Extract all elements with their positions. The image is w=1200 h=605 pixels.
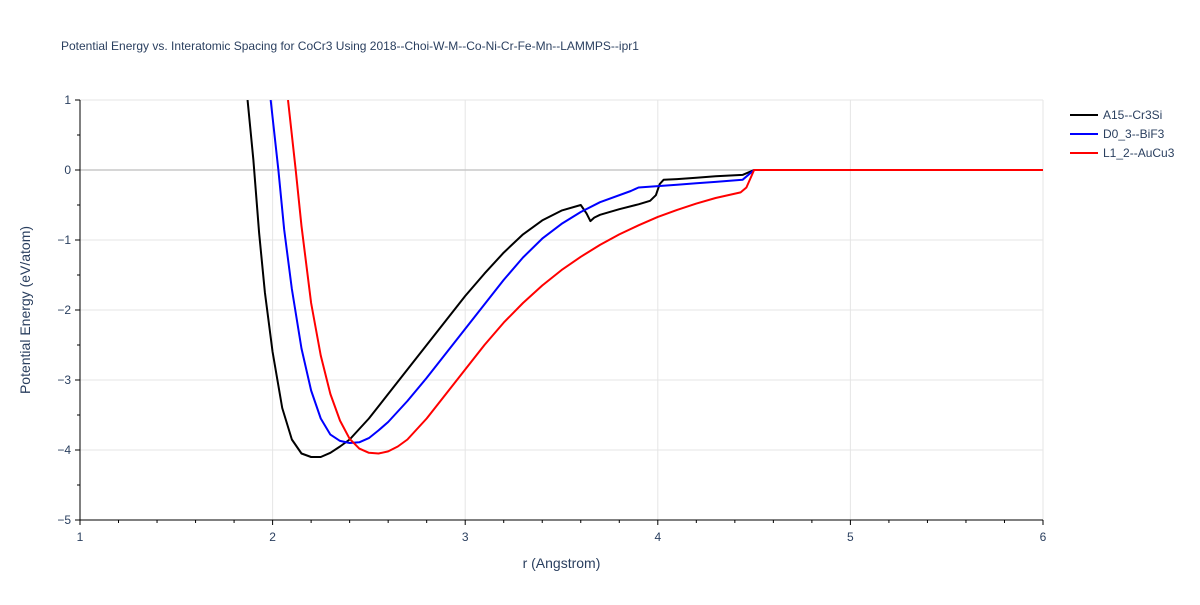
x-tick-label-4: 4 xyxy=(654,530,661,544)
chart-title: Potential Energy vs. Interatomic Spacing… xyxy=(61,39,639,53)
grid-layer xyxy=(80,99,1044,520)
y-tick-label-3: −2 xyxy=(57,303,71,317)
series-line-1 xyxy=(269,100,1043,444)
series-line-2 xyxy=(287,100,1043,455)
series-layer xyxy=(246,100,1043,458)
y-tick-label-4: −3 xyxy=(57,373,71,387)
x-axis-title: r (Angstrom) xyxy=(523,555,601,571)
series-line-0 xyxy=(246,100,1043,458)
x-tick-label-6: 6 xyxy=(1040,530,1047,544)
axes-layer: 1 2 3 4 5 6 1 0 −1 −2 −3 −4 −5 xyxy=(57,93,1046,544)
legend-label-1: D0_3--BiF3 xyxy=(1103,127,1165,141)
y-tick-label-0: 1 xyxy=(64,93,71,107)
y-tick-label-2: −1 xyxy=(57,233,71,247)
legend-label-0: A15--Cr3Si xyxy=(1103,108,1162,122)
y-axis-title: Potential Energy (eV/atom) xyxy=(17,226,33,394)
x-tick-label-3: 3 xyxy=(462,530,469,544)
legend: A15--Cr3Si D0_3--BiF3 L1_2--AuCu3 xyxy=(1070,108,1175,160)
x-tick-label-1: 1 xyxy=(77,530,84,544)
x-tick-label-5: 5 xyxy=(847,530,854,544)
y-tick-label-1: 0 xyxy=(64,163,71,177)
y-tick-label-6: −5 xyxy=(57,513,71,527)
legend-label-2: L1_2--AuCu3 xyxy=(1103,146,1175,160)
x-tick-label-2: 2 xyxy=(269,530,276,544)
y-tick-label-5: −4 xyxy=(57,443,71,457)
